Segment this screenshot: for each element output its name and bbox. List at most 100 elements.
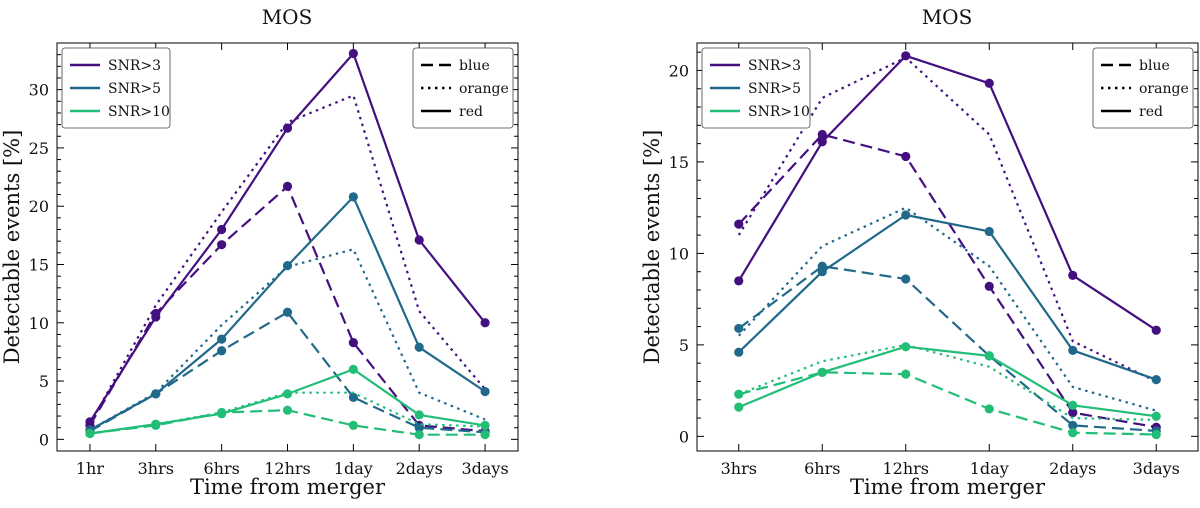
data-point <box>984 226 994 237</box>
data-point <box>348 420 358 430</box>
legend-styles: blue orange red <box>1092 47 1194 129</box>
data-point <box>414 342 424 352</box>
legend-snr: SNR>3 SNR>5 SNR>10 <box>701 47 811 129</box>
data-point <box>817 261 827 271</box>
series-line-snr10-red <box>89 368 486 435</box>
data-point <box>217 240 227 250</box>
series-line-snr3-blue <box>737 133 1157 429</box>
data-point <box>151 389 161 399</box>
x-tick-label: 12hrs <box>264 459 311 478</box>
x-tick-label: 3hrs <box>138 459 174 478</box>
data-point <box>282 405 293 415</box>
series-group <box>85 48 490 440</box>
data-point <box>348 364 358 374</box>
series-line-snr5-blue <box>738 265 1157 432</box>
chart-title: MOS <box>262 5 313 29</box>
x-tick-label: 2days <box>396 459 443 478</box>
x-tick-label: 2days <box>1049 459 1096 478</box>
legend-label: orange <box>459 81 509 97</box>
legend-label: SNR>3 <box>108 58 161 74</box>
data-point <box>1068 428 1078 438</box>
data-point <box>984 351 994 361</box>
data-point <box>151 308 161 319</box>
data-point <box>817 129 827 140</box>
x-axis-label: Time from merger <box>850 475 1046 499</box>
series-line-snr10-red <box>738 345 1157 418</box>
series-group <box>734 51 1161 440</box>
data-point <box>734 389 744 399</box>
data-point <box>1151 325 1161 335</box>
data-point <box>348 48 358 59</box>
data-point <box>1068 407 1078 418</box>
legend-label: orange <box>1139 81 1189 97</box>
data-point <box>734 402 744 412</box>
y-tick-label: 15 <box>29 255 49 274</box>
data-point <box>414 410 424 420</box>
data-point <box>480 386 490 397</box>
y-tick-label: 5 <box>39 372 49 391</box>
x-axis-label: Time from merger <box>190 475 386 499</box>
data-point <box>901 51 911 61</box>
data-point <box>901 274 911 284</box>
y-tick-label: 10 <box>669 244 689 263</box>
legend-snr: SNR>3 SNR>5 SNR>10 <box>61 47 171 129</box>
legend-label: red <box>1139 104 1163 120</box>
data-point <box>85 428 95 439</box>
data-point <box>151 420 161 430</box>
legend-label: SNR>10 <box>108 104 170 120</box>
y-tick-label: 0 <box>39 430 49 449</box>
data-point <box>734 323 744 334</box>
data-point <box>1151 429 1161 440</box>
data-point <box>734 347 744 357</box>
series-line-snr3-red <box>737 54 1157 332</box>
data-point <box>348 192 358 202</box>
y-tick-label: 10 <box>29 314 49 333</box>
legend-label: blue <box>459 58 490 74</box>
data-point <box>734 276 744 286</box>
data-point <box>217 346 227 356</box>
data-point <box>414 430 424 440</box>
data-point <box>348 392 358 402</box>
data-point <box>282 307 293 317</box>
data-point <box>480 318 490 328</box>
data-point <box>217 224 227 235</box>
data-point <box>817 137 827 147</box>
data-point <box>414 423 424 433</box>
legend-box <box>701 47 811 129</box>
y-tick-label: 5 <box>679 336 689 355</box>
legend-label: SNR>5 <box>108 81 161 97</box>
y-tick-label: 0 <box>679 427 689 446</box>
data-point <box>1068 270 1078 280</box>
series-line-snr5-orange <box>89 248 486 431</box>
y-axis-label: Detectable events [%] <box>0 130 24 365</box>
data-point <box>1151 411 1161 421</box>
x-tick-label: 3days <box>461 459 508 478</box>
data-point <box>901 369 911 379</box>
data-point <box>984 404 994 414</box>
data-point <box>1068 400 1078 410</box>
data-point <box>1151 375 1161 385</box>
x-tick-label: 3hrs <box>721 459 757 478</box>
y-tick-label: 30 <box>29 81 49 100</box>
x-tick-label: 1hr <box>76 459 104 478</box>
data-point <box>480 430 490 440</box>
y-tick-label: 15 <box>669 153 689 172</box>
x-tick-label: 6hrs <box>804 459 840 478</box>
legend-label: SNR>10 <box>748 104 810 120</box>
series-line-snr5-orange <box>737 206 1157 412</box>
data-point <box>817 367 827 377</box>
series-line-snr10-orange <box>738 343 1157 421</box>
y-axis-label: Detectable events [%] <box>640 130 664 365</box>
data-point <box>984 78 994 88</box>
x-tick-label: 1day <box>970 459 1009 478</box>
chart-panel-1: MOS 0 5 10 15 20 25 30 1hr 3hrs 6hrs 12hrs 1day 2days… <box>0 5 519 499</box>
legend-label: red <box>459 104 483 120</box>
data-point <box>984 281 994 291</box>
data-point <box>217 407 227 418</box>
legend-label: SNR>5 <box>748 81 801 97</box>
chart-panel-2: MOS 0 5 10 15 20 3hrs 6hrs 12hrs 1day 2days 3days Ti… <box>640 5 1199 499</box>
chart-title: MOS <box>922 5 973 29</box>
x-tick-label: 3days <box>1133 459 1180 478</box>
legend-box <box>61 47 171 129</box>
